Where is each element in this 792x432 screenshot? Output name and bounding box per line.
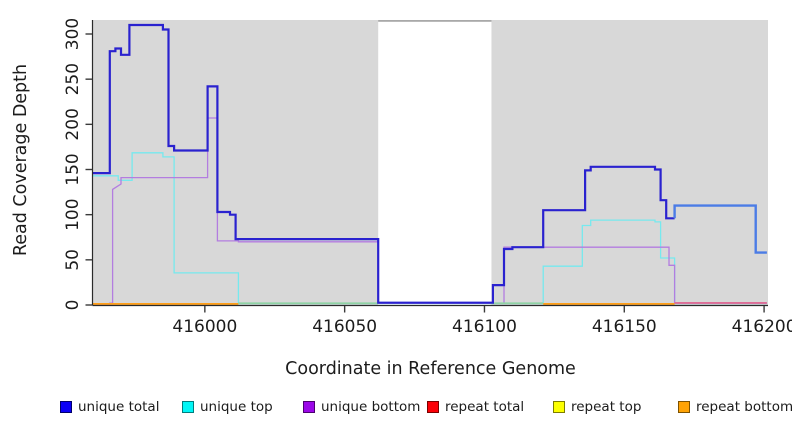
y-tick-label: 50 <box>63 249 83 271</box>
series-unique-top <box>93 152 767 305</box>
legend-label: repeat total <box>445 399 525 415</box>
legend-label: unique bottom <box>321 399 421 415</box>
unique-bottom-swatch-icon <box>303 401 315 413</box>
x-axis-title: Coordinate in Reference Genome <box>285 359 576 379</box>
gap-region <box>378 22 492 305</box>
unique-total-swatch-icon <box>60 401 72 413</box>
y-axis-title: Read Coverage Depth <box>11 63 31 257</box>
legend-label: unique total <box>78 399 160 415</box>
legend-label: unique top <box>200 399 273 415</box>
repeat-total-swatch-icon <box>427 401 439 413</box>
repeat-bottom-swatch-icon <box>678 401 690 413</box>
y-tick-label: 250 <box>63 63 83 95</box>
legend-label: repeat bottom <box>696 399 792 415</box>
legend-item-repeat-total: repeat total <box>427 399 524 415</box>
x-tick-label: 416200 <box>732 317 792 337</box>
x-tick-label: 416000 <box>172 317 237 337</box>
legend-item-repeat-bottom: repeat bottom <box>678 399 792 415</box>
legend-item-repeat-top: repeat top <box>553 399 641 415</box>
series-unique-total-right <box>673 204 767 254</box>
legend-item-unique-top: unique top <box>182 399 273 415</box>
y-tick-label: 200 <box>63 108 83 140</box>
repeat-top-swatch-icon <box>553 401 565 413</box>
legend-item-unique-bottom: unique bottom <box>303 399 420 415</box>
x-tick-label: 416050 <box>312 317 377 337</box>
y-tick-label: 100 <box>63 198 83 230</box>
x-tick-label: 416100 <box>452 317 517 337</box>
y-tick-label: 0 <box>63 300 83 311</box>
y-tick-label: 150 <box>63 153 83 185</box>
series-unique-bottom <box>93 117 767 305</box>
legend-label: repeat top <box>571 399 642 415</box>
x-tick-label: 416150 <box>592 317 657 337</box>
series-unique-total <box>93 23 675 304</box>
y-tick-label: 300 <box>63 18 83 50</box>
unique-top-swatch-icon <box>182 401 194 413</box>
coverage-plot-canvas: 416000 416050 416100 416150 416200 0 50 100 150 2… <box>63 18 792 337</box>
legend-item-unique-total: unique total <box>60 399 159 415</box>
